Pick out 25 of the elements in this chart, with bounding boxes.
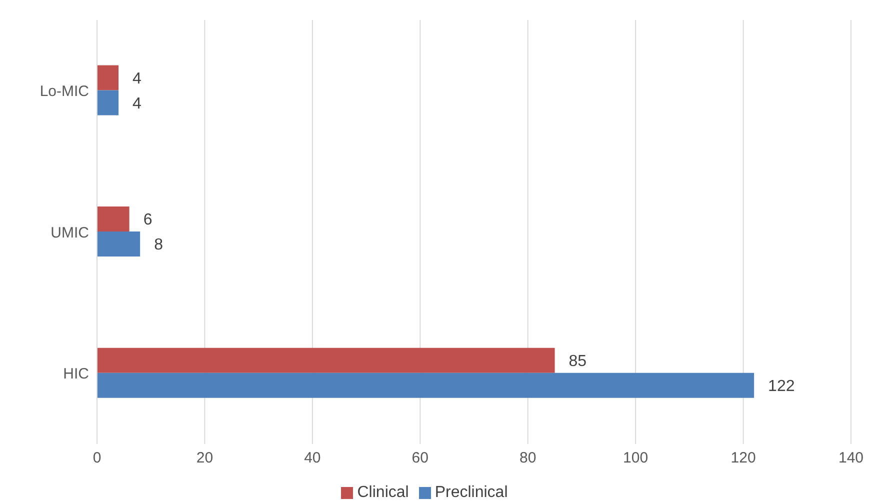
x-tick-label: 60 [412, 450, 428, 467]
y-tick-label: HIC [63, 366, 90, 383]
legend-label: Preclinical [434, 484, 508, 501]
bar [97, 90, 119, 116]
x-tick-label: 40 [304, 450, 321, 467]
x-tick-label: 20 [196, 450, 214, 467]
y-tick-label: Lo-MIC [40, 82, 90, 100]
y-tick-label: UMIC [50, 224, 90, 242]
data-label: 6 [143, 212, 152, 229]
data-label: 4 [132, 95, 142, 112]
x-tick-label: 140 [838, 450, 864, 467]
x-tick-label: 100 [623, 450, 648, 467]
data-label: 8 [154, 236, 164, 254]
legend-label: Clinical [357, 484, 409, 501]
data-label: 122 [768, 378, 795, 396]
data-label: 4 [132, 70, 142, 88]
x-tick-label: 120 [730, 450, 756, 467]
bar [97, 65, 119, 90]
bar [97, 206, 130, 232]
data-label: 85 [568, 353, 587, 370]
bar [97, 372, 754, 398]
x-tick-label: 80 [520, 450, 536, 467]
x-tick-label: 0 [92, 450, 102, 467]
bar [97, 232, 140, 257]
bar [97, 348, 555, 373]
